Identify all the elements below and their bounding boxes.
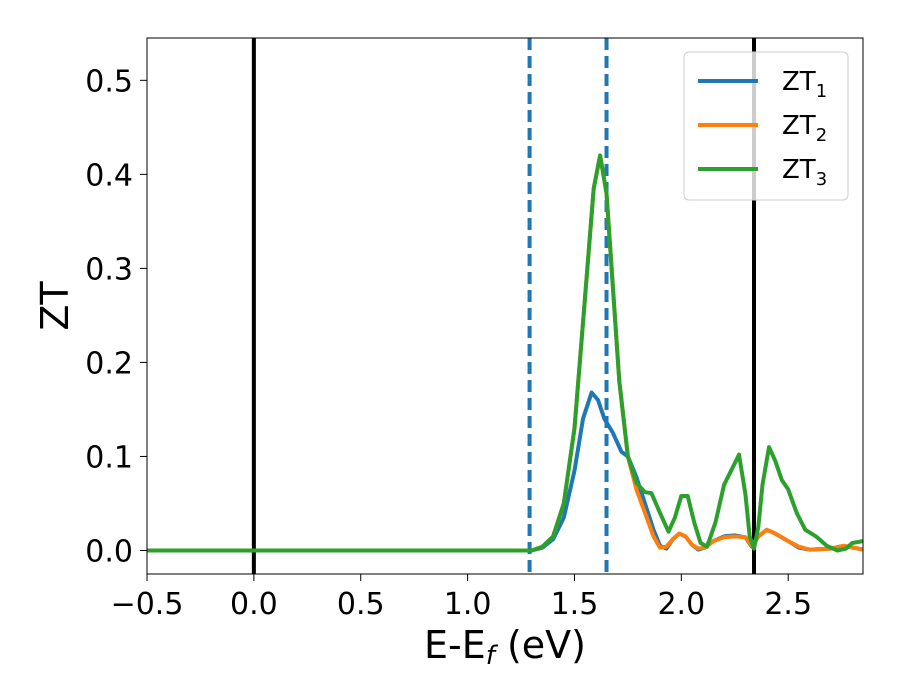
- legend-label-subscript: 1: [816, 81, 827, 102]
- y-tick-label: 0.3: [85, 252, 133, 287]
- legend-label-subscript: 3: [816, 169, 827, 190]
- y-axis-label: ZT: [33, 281, 77, 331]
- series-lines: [147, 153, 863, 553]
- legend-label-subscript: 2: [816, 125, 827, 146]
- y-tick-label: 0.0: [85, 534, 133, 569]
- x-tick-label: 0.0: [230, 587, 278, 622]
- x-axis: −0.5 0.0 0.5 1.0 1.5 2.0 2.5: [111, 574, 812, 622]
- x-axis-label: E-Ef (eV): [424, 623, 586, 671]
- y-axis: 0.0 0.1 0.2 0.3 0.4 0.5: [85, 64, 147, 569]
- x-axis-label-unit: (eV): [495, 623, 586, 667]
- x-tick-label: 2.0: [657, 587, 705, 622]
- series-line-zt3: [147, 153, 863, 553]
- x-tick-label: 0.5: [337, 587, 385, 622]
- x-tick-label: −0.5: [111, 587, 184, 622]
- legend-box: [683, 51, 849, 201]
- y-tick-label: 0.5: [85, 64, 133, 99]
- x-tick-label: 2.5: [764, 587, 812, 622]
- y-tick-label: 0.4: [85, 158, 133, 193]
- x-tick-label: 1.5: [551, 587, 599, 622]
- y-tick-label: 0.1: [85, 440, 133, 475]
- plot-frame: [146, 37, 864, 575]
- y-tick-label: 0.2: [85, 346, 133, 381]
- x-tick-label: 1.0: [444, 587, 492, 622]
- x-axis-label-main: E-E: [424, 623, 486, 667]
